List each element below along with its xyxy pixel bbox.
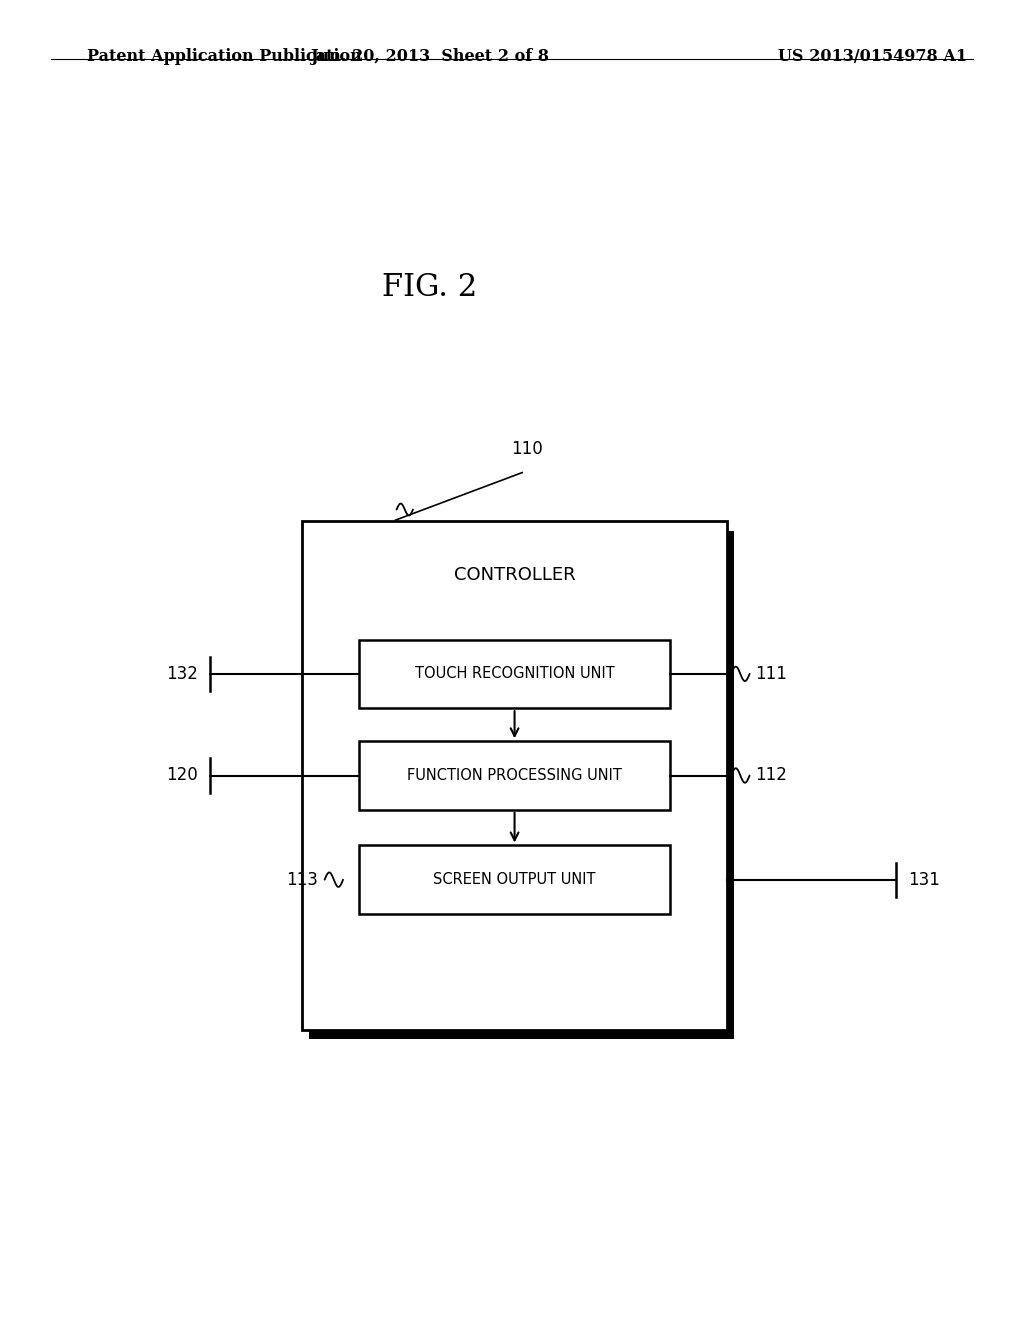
Text: Patent Application Publication: Patent Application Publication (87, 48, 361, 65)
Text: 131: 131 (908, 871, 940, 888)
Bar (359, 742, 670, 809)
Text: SCREEN OUTPUT UNIT: SCREEN OUTPUT UNIT (433, 873, 596, 887)
Text: 112: 112 (755, 767, 786, 784)
Bar (302, 521, 727, 1030)
Text: FIG. 2: FIG. 2 (382, 272, 478, 304)
Text: 132: 132 (166, 665, 198, 682)
Text: FUNCTION PROCESSING UNIT: FUNCTION PROCESSING UNIT (408, 768, 622, 783)
Text: 113: 113 (287, 871, 318, 888)
Text: TOUCH RECOGNITION UNIT: TOUCH RECOGNITION UNIT (415, 667, 614, 681)
Text: Jun. 20, 2013  Sheet 2 of 8: Jun. 20, 2013 Sheet 2 of 8 (310, 48, 550, 65)
Text: 110: 110 (511, 440, 544, 458)
Bar (359, 845, 670, 913)
Text: US 2013/0154978 A1: US 2013/0154978 A1 (778, 48, 968, 65)
Text: 111: 111 (755, 665, 786, 682)
Text: CONTROLLER: CONTROLLER (454, 566, 575, 583)
Bar (359, 640, 670, 708)
Text: 120: 120 (166, 767, 198, 784)
Bar (309, 531, 734, 1039)
